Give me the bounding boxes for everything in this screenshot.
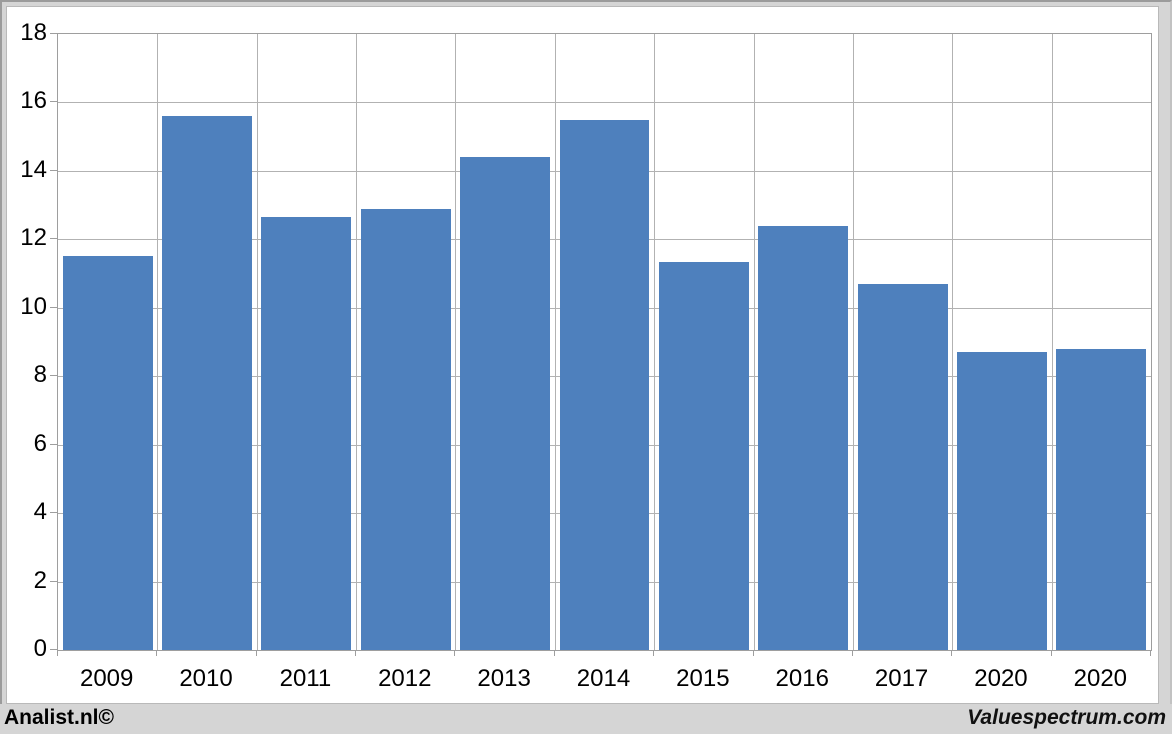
plot-area [57, 33, 1152, 651]
x-axis-tick [255, 650, 257, 656]
gridline-vertical [157, 34, 159, 650]
gridline-vertical [455, 34, 457, 650]
x-axis-tick [1150, 650, 1151, 656]
x-tick-label: 2012 [378, 665, 432, 692]
gridline-horizontal [58, 102, 1151, 104]
x-axis-tick [454, 650, 456, 656]
x-tick-label: 2015 [676, 665, 730, 692]
x-axis-tick [57, 650, 58, 656]
x-tick-label: 2020 [974, 665, 1028, 692]
y-axis-tick [50, 33, 57, 34]
bar-2009-0 [62, 256, 153, 650]
footer-brand-valuespectrum: Valuespectrum.com [967, 706, 1166, 729]
footer-brand-analist: Analist.nl© [4, 706, 114, 729]
y-tick-label: 10 [20, 292, 47, 320]
bar-2017-8 [857, 283, 948, 650]
bar-2020-10 [1056, 348, 1147, 650]
y-axis-tick [50, 238, 57, 240]
x-axis-tick [156, 650, 158, 656]
x-axis-tick [553, 650, 555, 656]
bar-2015-6 [658, 261, 749, 650]
y-tick-label: 2 [33, 566, 47, 594]
y-tick-label: 18 [20, 19, 47, 46]
gridline-vertical [554, 34, 556, 650]
y-tick-label: 4 [33, 498, 47, 526]
bar-2010-1 [162, 116, 252, 650]
y-tick-label: 14 [20, 155, 47, 183]
gridline-vertical [753, 34, 755, 650]
y-axis-tick [50, 375, 57, 377]
x-tick-label: 2010 [179, 665, 233, 692]
y-axis-tick [50, 101, 57, 103]
x-tick-label: 2009 [79, 665, 134, 692]
y-axis-tick [50, 512, 57, 514]
x-axis-tick [355, 650, 357, 656]
gridline-vertical [1051, 34, 1053, 650]
y-axis-tick [50, 306, 57, 308]
x-tick-label: 2016 [775, 665, 829, 692]
chart-container: 0 2 4 6 8 10 12 14 16 18 2009 2010 2011 2012 2013 2014… [6, 6, 1159, 704]
bar-2013-4 [460, 157, 551, 650]
y-tick-label: 0 [33, 635, 47, 662]
y-tick-label: 6 [33, 429, 47, 457]
gridline-vertical [654, 34, 656, 650]
x-tick-label: 2014 [576, 665, 631, 692]
gridline-vertical [356, 34, 358, 650]
bar-2016-7 [758, 225, 849, 650]
y-axis-tick [50, 169, 57, 171]
gridline-vertical [952, 34, 954, 650]
x-axis-tick [653, 650, 655, 656]
bar-2014-5 [559, 119, 650, 650]
bar-2012-3 [360, 208, 451, 650]
x-tick-label: 2013 [477, 665, 531, 692]
x-tick-label: 2020 [1073, 665, 1128, 692]
x-tick-label: 2011 [279, 665, 332, 692]
x-axis-tick [1050, 650, 1052, 656]
y-tick-label: 16 [20, 87, 47, 115]
bar-2020-9 [956, 352, 1047, 650]
bar-2011-2 [261, 217, 352, 650]
x-axis-tick [951, 650, 953, 656]
gridline-vertical [852, 34, 854, 650]
y-tick-label: 12 [20, 224, 47, 252]
x-tick-label: 2017 [874, 665, 929, 692]
x-axis-tick [752, 650, 754, 656]
footer-bar: Analist.nl© Valuespectrum.com [0, 704, 1172, 734]
y-axis-tick [50, 443, 57, 445]
y-axis-tick [50, 649, 57, 650]
y-axis-tick [50, 580, 57, 582]
y-tick-label: 8 [33, 361, 47, 389]
gridline-vertical [256, 34, 258, 650]
x-axis-tick [851, 650, 853, 656]
